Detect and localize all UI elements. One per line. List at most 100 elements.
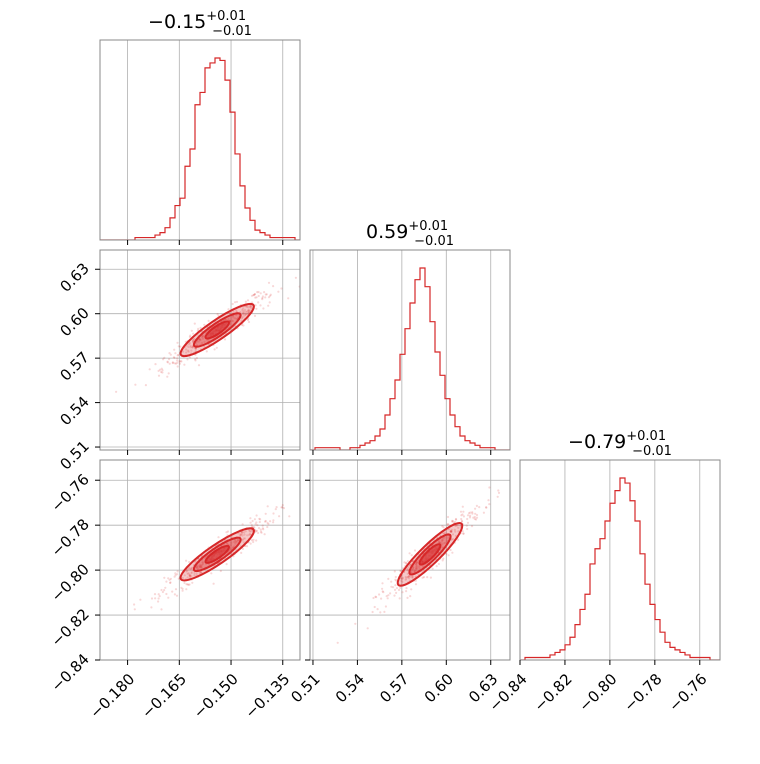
- scatter-point: [395, 579, 398, 582]
- scatter-point: [475, 516, 479, 519]
- scatter-point: [252, 538, 255, 542]
- scatter-point: [199, 339, 202, 342]
- scatter-point: [472, 516, 475, 519]
- scatter-point: [194, 347, 197, 350]
- scatter-point: [444, 541, 447, 544]
- scatter-point: [171, 590, 174, 593]
- scatter-point: [282, 507, 285, 510]
- scatter-point: [239, 310, 242, 314]
- scatter-point: [205, 350, 208, 353]
- scatter-point: [411, 575, 414, 578]
- scatter-point: [415, 567, 418, 571]
- scatter-point: [241, 316, 244, 319]
- scatter-point: [456, 524, 459, 527]
- scatter-point: [163, 356, 166, 359]
- scatter-point: [252, 540, 255, 544]
- scatter-point: [187, 345, 190, 348]
- scatter-point: [404, 575, 407, 579]
- scatter-point: [412, 566, 415, 569]
- scatter-point: [253, 526, 256, 529]
- scatter-point: [201, 335, 204, 338]
- scatter-point: [280, 506, 283, 509]
- scatter-point: [150, 606, 153, 609]
- scatter-point: [264, 520, 267, 523]
- scatter-point: [250, 524, 253, 527]
- scatter-point: [459, 510, 463, 513]
- scatter-point: [441, 543, 444, 546]
- scatter-point: [230, 541, 233, 545]
- scatter-point: [438, 541, 441, 544]
- y-tick-label: 0.54: [56, 393, 92, 429]
- scatter-point: [161, 371, 164, 374]
- scatter-point: [247, 306, 250, 309]
- scatter-point: [441, 546, 444, 549]
- scatter-point: [449, 530, 452, 533]
- scatter-point: [406, 569, 409, 572]
- panel-frame: [309, 459, 511, 661]
- scatter-point: [195, 572, 198, 575]
- scatter-point: [229, 319, 232, 323]
- scatter-point: [188, 560, 191, 564]
- scatter-point: [237, 539, 240, 542]
- scatter-point: [266, 505, 269, 508]
- scatter-point: [249, 306, 252, 309]
- scatter-point: [231, 319, 234, 322]
- scatter-point: [188, 574, 191, 577]
- scatter-point: [167, 577, 170, 580]
- scatter-point: [253, 293, 256, 296]
- scatter-point: [287, 297, 290, 300]
- scatter-point: [401, 576, 404, 579]
- scatter-point: [188, 574, 191, 577]
- panel-frame: [99, 249, 301, 451]
- scatter-point: [157, 374, 161, 377]
- scatter-point: [167, 596, 170, 599]
- scatter-point: [256, 524, 259, 527]
- scatter-point: [185, 583, 188, 586]
- scatter-point: [193, 322, 196, 325]
- scatter-point: [408, 552, 411, 555]
- scatter-point: [242, 537, 245, 540]
- scatter-point: [267, 281, 271, 284]
- scatter-point: [265, 293, 268, 296]
- scatter-point: [269, 294, 272, 297]
- x-tick-label: −0.82: [530, 670, 575, 715]
- scatter-point: [232, 316, 235, 319]
- scatter-point: [394, 584, 397, 587]
- scatter-point: [467, 512, 471, 515]
- scatter-point: [460, 520, 464, 523]
- scatter-point: [174, 588, 178, 591]
- scatter-point: [168, 352, 171, 355]
- scatter-point: [406, 567, 409, 571]
- scatter-point: [190, 349, 193, 352]
- scatter-point: [406, 596, 409, 600]
- scatter-point: [231, 320, 234, 323]
- scatter-point: [264, 296, 267, 299]
- scatter-point: [414, 562, 418, 566]
- scatter-point: [469, 511, 472, 514]
- scatter-point: [407, 575, 411, 578]
- scatter-point: [264, 519, 267, 523]
- scatter-point: [219, 569, 222, 573]
- scatter-point: [224, 318, 227, 321]
- scatter-point: [406, 576, 409, 579]
- scatter-point: [437, 562, 440, 566]
- scatter-point: [413, 570, 416, 574]
- scatter-point: [266, 525, 269, 529]
- scatter-point: [381, 582, 384, 585]
- scatter-point: [469, 514, 472, 517]
- scatter-point: [161, 369, 164, 372]
- scatter-point: [227, 318, 230, 321]
- scatter-point: [485, 506, 488, 509]
- scatter-point: [241, 523, 244, 526]
- scatter-point: [243, 537, 247, 540]
- panel-frame: [519, 459, 721, 661]
- scatter-point: [401, 577, 404, 580]
- scatter-point: [248, 305, 251, 308]
- scatter-point: [272, 521, 275, 524]
- histogram-step: [310, 267, 510, 450]
- scatter-point: [257, 294, 260, 298]
- scatter-point: [176, 361, 179, 364]
- scatter-point: [461, 513, 464, 516]
- scatter-point: [415, 567, 418, 570]
- scatter-point: [177, 353, 180, 357]
